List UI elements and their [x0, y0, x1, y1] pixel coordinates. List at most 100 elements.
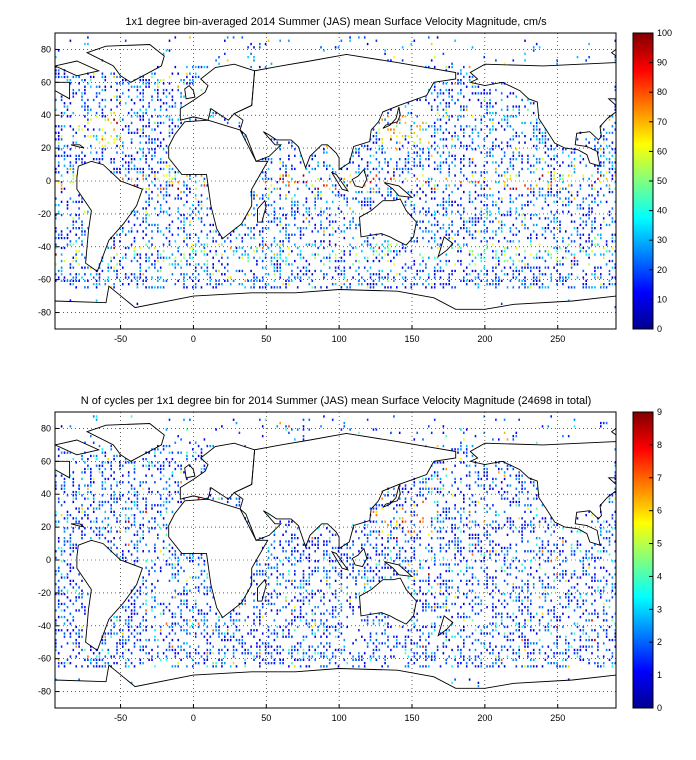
- data-bin: [145, 507, 147, 510]
- data-bin: [556, 161, 558, 164]
- data-bin: [503, 62, 506, 65]
- data-bin: [416, 236, 418, 240]
- data-bin: [512, 59, 515, 62]
- data-bin: [63, 75, 66, 79]
- data-bin: [165, 500, 168, 504]
- data-bin: [532, 144, 535, 148]
- data-bin: [550, 184, 552, 187]
- data-bin: [381, 243, 383, 246]
- data-bin: [608, 497, 611, 500]
- data-bin: [92, 128, 95, 131]
- data-bin: [151, 98, 153, 102]
- data-bin: [465, 243, 468, 246]
- data-bin: [500, 98, 503, 102]
- data-bin: [323, 540, 325, 543]
- data-bin: [524, 527, 526, 530]
- data-bin: [398, 553, 401, 556]
- data-bin: [433, 556, 436, 559]
- data-bin: [442, 425, 445, 428]
- data-bin: [579, 187, 582, 190]
- data-bin: [530, 184, 532, 187]
- data-bin: [63, 490, 66, 494]
- data-bin: [471, 223, 474, 227]
- data-bin: [381, 543, 383, 546]
- data-bin: [422, 438, 424, 441]
- data-bin: [343, 250, 346, 253]
- data-bin: [261, 250, 264, 253]
- data-bin: [157, 161, 159, 164]
- data-bin: [477, 477, 480, 481]
- data-bin: [506, 108, 509, 111]
- data-bin: [509, 240, 512, 243]
- data-bin: [439, 138, 442, 141]
- data-bin: [279, 256, 281, 259]
- data-bin: [159, 115, 162, 118]
- data-bin: [235, 497, 238, 500]
- data-bin: [573, 151, 576, 154]
- data-bin: [457, 546, 459, 550]
- data-bin: [267, 220, 270, 223]
- data-bin: [573, 253, 576, 256]
- data-bin: [375, 243, 378, 246]
- data-bin: [597, 171, 599, 174]
- data-bin: [55, 481, 57, 484]
- data-bin: [602, 283, 605, 286]
- data-bin: [127, 543, 130, 546]
- data-bin: [614, 220, 616, 223]
- data-bin: [413, 39, 416, 42]
- data-bin: [136, 111, 139, 115]
- data-bin: [498, 471, 500, 474]
- data-bin: [326, 144, 328, 148]
- data-bin: [157, 230, 159, 233]
- data-bin: [194, 72, 197, 75]
- data-bin: [157, 504, 159, 507]
- data-bin: [465, 464, 468, 467]
- data-bin: [302, 256, 305, 259]
- data-bin: [492, 481, 494, 484]
- data-bin: [151, 507, 153, 510]
- data-bin: [401, 46, 404, 49]
- data-bin: [608, 210, 611, 213]
- data-bin: [308, 269, 311, 273]
- data-bin: [451, 246, 453, 250]
- data-bin: [87, 98, 89, 102]
- panel-2-title: N of cycles per 1x1 degree bin for 2014 …: [81, 395, 592, 407]
- data-bin: [413, 121, 416, 125]
- data-bin: [60, 269, 63, 273]
- data-bin: [119, 520, 121, 523]
- data-bin: [457, 451, 459, 454]
- data-bin: [72, 527, 75, 530]
- data-bin: [404, 177, 407, 180]
- data-bin: [133, 167, 136, 171]
- data-bin: [565, 256, 567, 259]
- data-bin: [363, 533, 366, 536]
- data-bin: [139, 115, 142, 118]
- data-bin: [498, 490, 500, 494]
- data-bin: [323, 556, 325, 559]
- data-bin: [69, 167, 72, 171]
- data-bin: [264, 204, 267, 207]
- data-bin: [291, 213, 293, 217]
- data-bin: [261, 197, 264, 200]
- data-bin: [177, 250, 179, 253]
- data-bin: [69, 125, 72, 128]
- data-bin: [465, 108, 468, 111]
- data-bin: [483, 144, 485, 148]
- data-bin: [194, 276, 197, 279]
- data-bin: [75, 279, 77, 282]
- data-bin: [340, 546, 343, 550]
- data-bin: [506, 240, 509, 243]
- data-bin: [107, 246, 110, 250]
- data-bin: [168, 167, 171, 171]
- data-bin: [465, 474, 468, 477]
- data-bin: [515, 217, 518, 220]
- data-bin: [192, 82, 194, 85]
- data-bin: [366, 164, 369, 167]
- data-bin: [142, 550, 144, 553]
- data-bin: [200, 471, 203, 474]
- data-bin: [177, 481, 179, 484]
- data-bin: [177, 279, 179, 282]
- data-bin: [157, 200, 159, 203]
- data-bin: [396, 543, 398, 546]
- data-bin: [442, 115, 445, 118]
